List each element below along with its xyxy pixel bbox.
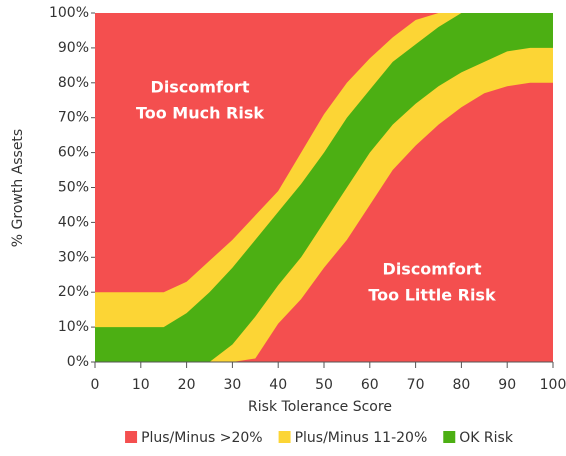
legend-label: OK Risk [459,430,514,446]
y-tick-label: 70% [58,110,89,126]
y-tick-label: 90% [58,40,89,56]
y-tick-label: 0% [67,354,89,370]
y-tick-label: 10% [58,319,89,335]
y-tick-label: 30% [58,249,89,265]
y-axis-label: % Growth Assets [10,129,26,247]
annotation: Too Little Risk [368,286,496,305]
band-area [95,13,553,362]
x-axis-label: Risk Tolerance Score [248,399,392,415]
x-tick-label: 60 [361,377,379,393]
y-tick-label: 80% [58,75,89,91]
annotation: Discomfort [151,78,250,97]
legend-swatch [443,431,456,443]
y-tick-label: 100% [49,5,89,21]
annotation: Discomfort [383,260,482,279]
y-tick-label: 50% [58,180,89,196]
legend-label: Plus/Minus >20% [141,430,263,446]
x-tick-label: 100 [540,377,566,393]
x-tick-label: 50 [315,377,333,393]
legend-swatch [125,431,138,443]
legend-swatch [278,431,291,443]
y-tick-label: 40% [58,214,89,230]
legend: Plus/Minus >20% Plus/Minus 11-20% OK Risk [125,430,514,446]
x-tick-label: 90 [498,377,516,393]
x-tick-label: 40 [269,377,287,393]
x-tick-label: 70 [407,377,425,393]
x-tick-label: 80 [452,377,470,393]
x-tick-label: 20 [178,377,196,393]
x-tick-label: 10 [132,377,150,393]
y-tick-label: 20% [58,284,89,300]
annotation: Too Much Risk [136,104,264,123]
legend-label: Plus/Minus 11-20% [295,430,428,446]
y-tick-label: 60% [58,145,89,161]
x-tick-label: 0 [91,377,100,393]
x-tick-label: 30 [223,377,241,393]
